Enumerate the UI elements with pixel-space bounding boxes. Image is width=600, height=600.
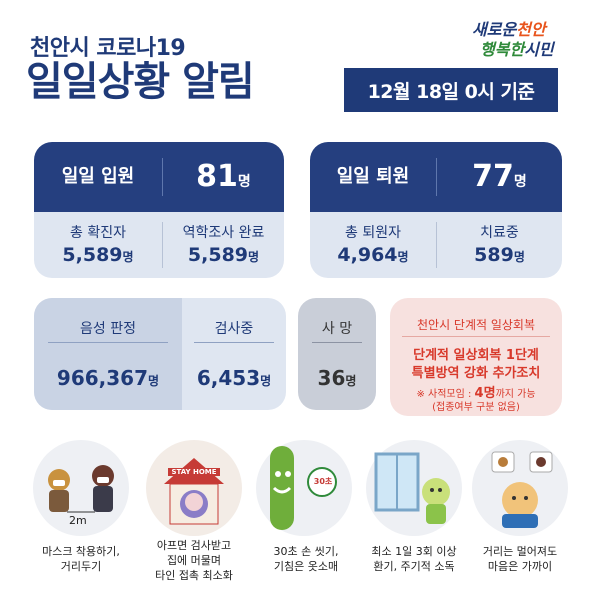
video-call-illustration bbox=[472, 440, 568, 536]
tip-ventilation-caption: 최소 1일 3회 이상 환기, 주기적 소독 bbox=[371, 545, 457, 573]
daily-discharge-label: 일일 퇴원 bbox=[336, 166, 410, 187]
deaths-label: 사 망 bbox=[321, 321, 353, 337]
logo-line1: 새로운천안 bbox=[472, 20, 546, 39]
negative-value: 966,367명 bbox=[56, 366, 160, 390]
stay-home-sign: STAY HOME bbox=[168, 468, 220, 476]
stay-home-illustration: STAY HOME bbox=[146, 440, 242, 536]
recovery-title: 천안시 단계적 일상회복 bbox=[416, 318, 536, 332]
daily-admission-value: 81명 bbox=[196, 159, 251, 194]
page-title: 일일상황 알림 bbox=[26, 59, 255, 105]
total-discharged-label: 총 퇴원자 bbox=[345, 225, 401, 241]
ventilation-illustration bbox=[366, 440, 462, 536]
tip-mask-caption: 마스크 착용하기, 거리두기 bbox=[42, 545, 120, 573]
testing-value: 6,453명 bbox=[196, 366, 272, 390]
deaths-value: 36명 bbox=[317, 366, 357, 390]
tests-card: 음성 판정 966,367명 검사중 6,453명 bbox=[34, 298, 286, 410]
total-confirmed-value: 5,589명 bbox=[62, 244, 134, 266]
in-treatment-value: 589명 bbox=[474, 244, 525, 266]
daily-admission-label: 일일 입원 bbox=[61, 166, 135, 187]
tip-handwash-caption: 30초 손 씻기, 기침은 옷소매 bbox=[273, 545, 339, 573]
epi-done-value: 5,589명 bbox=[187, 244, 260, 266]
testing-label: 검사중 bbox=[214, 321, 254, 337]
deaths-card: 사 망 36명 bbox=[298, 298, 376, 410]
in-treatment-label: 치료중 bbox=[480, 225, 519, 241]
recovery-line2: 특별방역 강화 추가조치 bbox=[411, 366, 541, 381]
logo-line2: 행복한시민 bbox=[480, 40, 554, 59]
handwash-illustration: 30초 bbox=[256, 440, 352, 536]
epi-done-label: 역학조사 완료 bbox=[182, 225, 265, 241]
title-line1: 천안시 코로나19 bbox=[30, 36, 186, 61]
discharges-card: 일일 퇴원 77명 총 퇴원자 4,964명 치료중 589명 bbox=[310, 142, 562, 278]
tip-stay-home-caption: 아프면 검사받고 집에 머물며 타인 접촉 최소화 bbox=[155, 539, 233, 582]
recovery-line1: 단계적 일상회복 1단계 bbox=[413, 348, 539, 363]
tip-distance-heart-caption: 거리는 멀어져도 마음은 가까이 bbox=[482, 545, 558, 573]
total-discharged-value: 4,964명 bbox=[337, 244, 409, 266]
recovery-note2: (접종여부 구분 없음) bbox=[432, 402, 520, 413]
mask-distance-illustration: 2m bbox=[33, 440, 129, 536]
thirty-seconds-label: 30초 bbox=[313, 477, 333, 486]
daily-discharge-value: 77명 bbox=[472, 159, 527, 194]
total-confirmed-label: 총 확진자 bbox=[70, 225, 126, 241]
recovery-card: 천안시 단계적 일상회복 단계적 일상회복 1단계 특별방역 강화 추가조치 ※… bbox=[390, 298, 562, 416]
admissions-card: 일일 입원 81명 총 확진자 5,589명 역학조사 완료 5,589명 bbox=[34, 142, 284, 278]
date-badge: 12월 18일 0시 기준 bbox=[344, 68, 558, 112]
recovery-note: ※ 사적모임 : 4명까지 가능 bbox=[416, 386, 536, 401]
city-logo: 새로운천안 행복한시민 bbox=[470, 16, 580, 60]
distance-label: 2m bbox=[69, 514, 87, 527]
negative-label: 음성 판정 bbox=[80, 321, 136, 337]
